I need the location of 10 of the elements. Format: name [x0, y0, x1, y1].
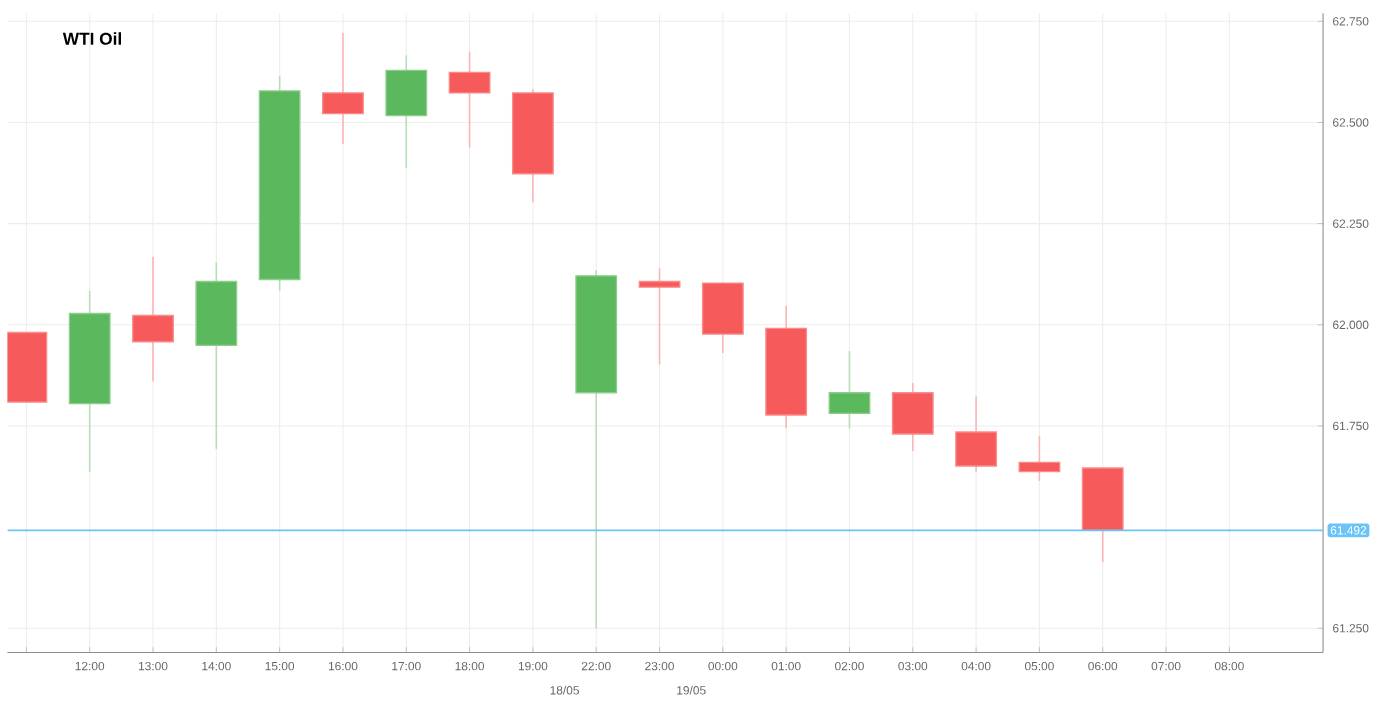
- candlestick: [891, 382, 934, 452]
- candlestick: [955, 395, 998, 473]
- text: WTI Oil: [62, 32, 121, 45]
- candlestick: [385, 54, 428, 169]
- candlestick: [828, 350, 871, 430]
- candlestick: [448, 50, 491, 149]
- candlestick: [1018, 435, 1061, 482]
- candlestick: [132, 255, 174, 383]
- candlestick: [322, 31, 364, 145]
- candlestick: [638, 267, 681, 366]
